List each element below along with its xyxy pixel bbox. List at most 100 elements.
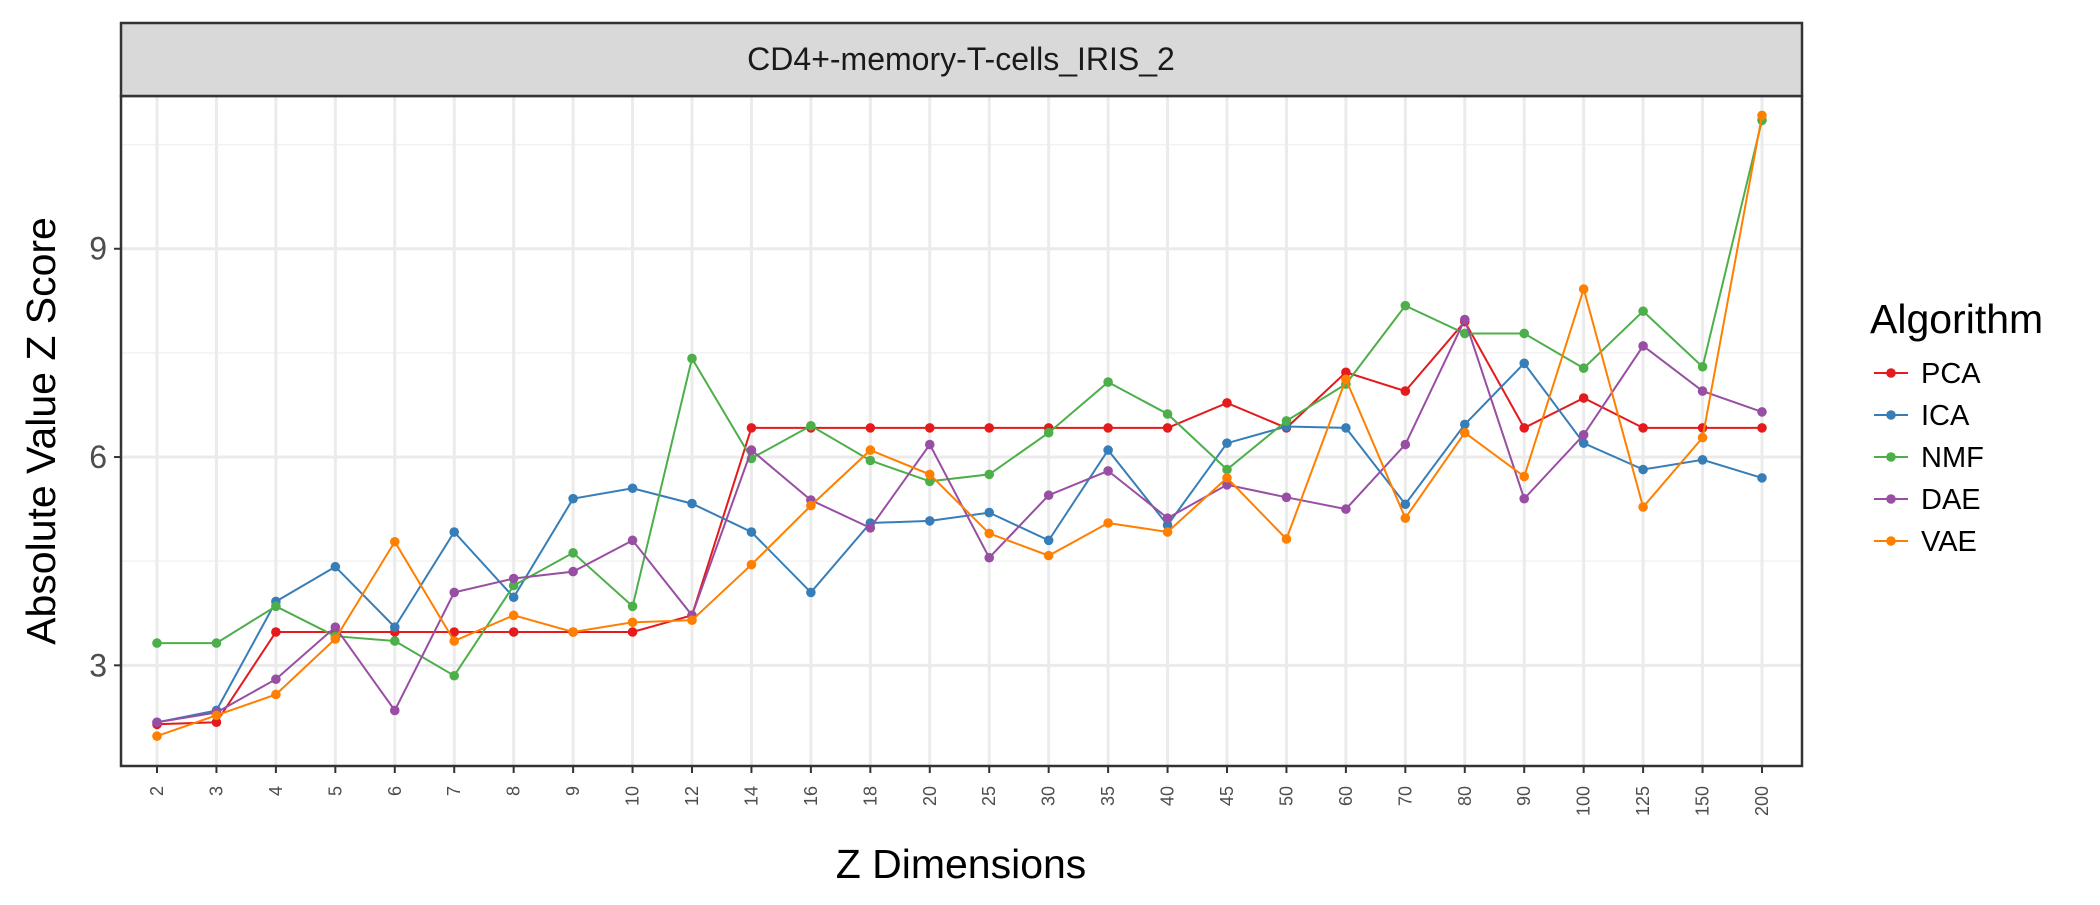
data-point (627, 601, 638, 612)
y-axis-title: Absolute Value Z Score (18, 217, 64, 645)
series-line (156, 319, 1762, 726)
legend-key-point (1886, 368, 1896, 378)
series-line (156, 316, 1763, 724)
x-tick-label: 20 (920, 786, 940, 806)
data-point (687, 615, 697, 625)
data-point (449, 627, 460, 637)
data-point (1400, 439, 1411, 450)
x-tick-label: 8 (504, 786, 524, 796)
data-point (924, 476, 935, 487)
data-point (1103, 518, 1113, 528)
data-point (1043, 427, 1054, 438)
data-point (1222, 480, 1232, 490)
data-point (508, 627, 519, 637)
series-vae (152, 110, 1767, 741)
series-line (156, 115, 1763, 738)
data-point (1222, 473, 1232, 483)
data-point (984, 507, 995, 518)
x-tick-label: 18 (860, 786, 880, 806)
series-dae (152, 314, 1767, 728)
data-point (1578, 393, 1589, 403)
data-point (924, 439, 935, 450)
legend-key-point (1886, 410, 1896, 420)
data-point (271, 689, 281, 700)
data-point (1400, 513, 1411, 523)
legend-label: NMF (1921, 442, 1984, 474)
data-point (1162, 520, 1173, 530)
data-point (1578, 430, 1589, 440)
data-point (746, 527, 757, 537)
data-point (1697, 361, 1708, 372)
legend-key-point (1886, 452, 1896, 462)
data-point (1222, 438, 1232, 448)
x-tick-label: 14 (741, 786, 761, 806)
data-point (1103, 445, 1113, 455)
data-point (1281, 492, 1292, 503)
data-point (1043, 535, 1054, 546)
x-tick-label: 12 (682, 786, 702, 806)
data-point (1222, 464, 1232, 475)
x-tick-label: 6 (385, 786, 405, 796)
data-point (1400, 499, 1411, 510)
x-tick-label: 40 (1158, 786, 1178, 806)
axes: 2 3 4 5 6 7 8 9 10 12 14 16 18 20 25 30 35 40 45 50 60 70 80 90… (89, 231, 1772, 816)
data-point (449, 587, 460, 598)
legend-label: ICA (1921, 400, 1970, 432)
data-point (924, 423, 935, 433)
legend-label: PCA (1921, 358, 1981, 390)
data-point (508, 573, 519, 584)
facet-strip (119, 21, 1804, 98)
legend-item-ica: ICA (1874, 400, 1970, 432)
data-point (1043, 550, 1054, 561)
data-point (1341, 374, 1351, 385)
data-point (152, 717, 162, 728)
data-point (1162, 423, 1173, 433)
data-point (865, 445, 876, 455)
data-point (508, 580, 519, 591)
data-point (568, 493, 578, 504)
legend-key-point (1886, 536, 1896, 546)
data-point (1638, 306, 1648, 317)
data-point (508, 592, 519, 603)
x-tick-label: 7 (444, 786, 464, 796)
data-point (1697, 455, 1708, 465)
data-point (627, 617, 638, 628)
x-tick-label: 45 (1217, 786, 1237, 806)
y-tick-label: 6 (89, 439, 107, 475)
y-tick-label: 9 (89, 231, 107, 267)
data-point (746, 559, 757, 570)
data-point (568, 627, 578, 637)
data-point (1519, 328, 1530, 339)
data-point (627, 535, 638, 546)
x-tick-label: 100 (1574, 786, 1594, 816)
data-point (1578, 363, 1589, 373)
data-point (687, 353, 697, 364)
data-point (1341, 423, 1351, 433)
x-tick-label: 60 (1336, 786, 1356, 806)
data-point (1757, 423, 1767, 433)
legend-item-pca: PCA (1874, 358, 1981, 390)
data-point (806, 420, 816, 431)
legend-title: Algorithm (1870, 296, 2043, 342)
data-point (1103, 377, 1113, 387)
x-tick-label: 4 (266, 786, 286, 796)
data-point (1281, 534, 1292, 544)
x-tick-label: 70 (1395, 786, 1415, 806)
data-point (1757, 473, 1767, 483)
data-point (865, 523, 876, 533)
x-tick-label: 16 (801, 786, 821, 806)
legend-key-point (1886, 494, 1896, 504)
data-point (1519, 493, 1530, 504)
data-point (568, 566, 578, 577)
data-point (1578, 438, 1589, 448)
legend-label: VAE (1921, 526, 1977, 558)
data-point (1162, 409, 1173, 419)
data-point (1162, 527, 1173, 537)
legend-label: DAE (1921, 484, 1981, 516)
data-point (211, 710, 222, 721)
data-point (152, 638, 162, 648)
x-tick-label: 2 (147, 786, 167, 796)
x-axis-title: Z Dimensions (836, 841, 1087, 887)
data-point (1638, 464, 1648, 475)
